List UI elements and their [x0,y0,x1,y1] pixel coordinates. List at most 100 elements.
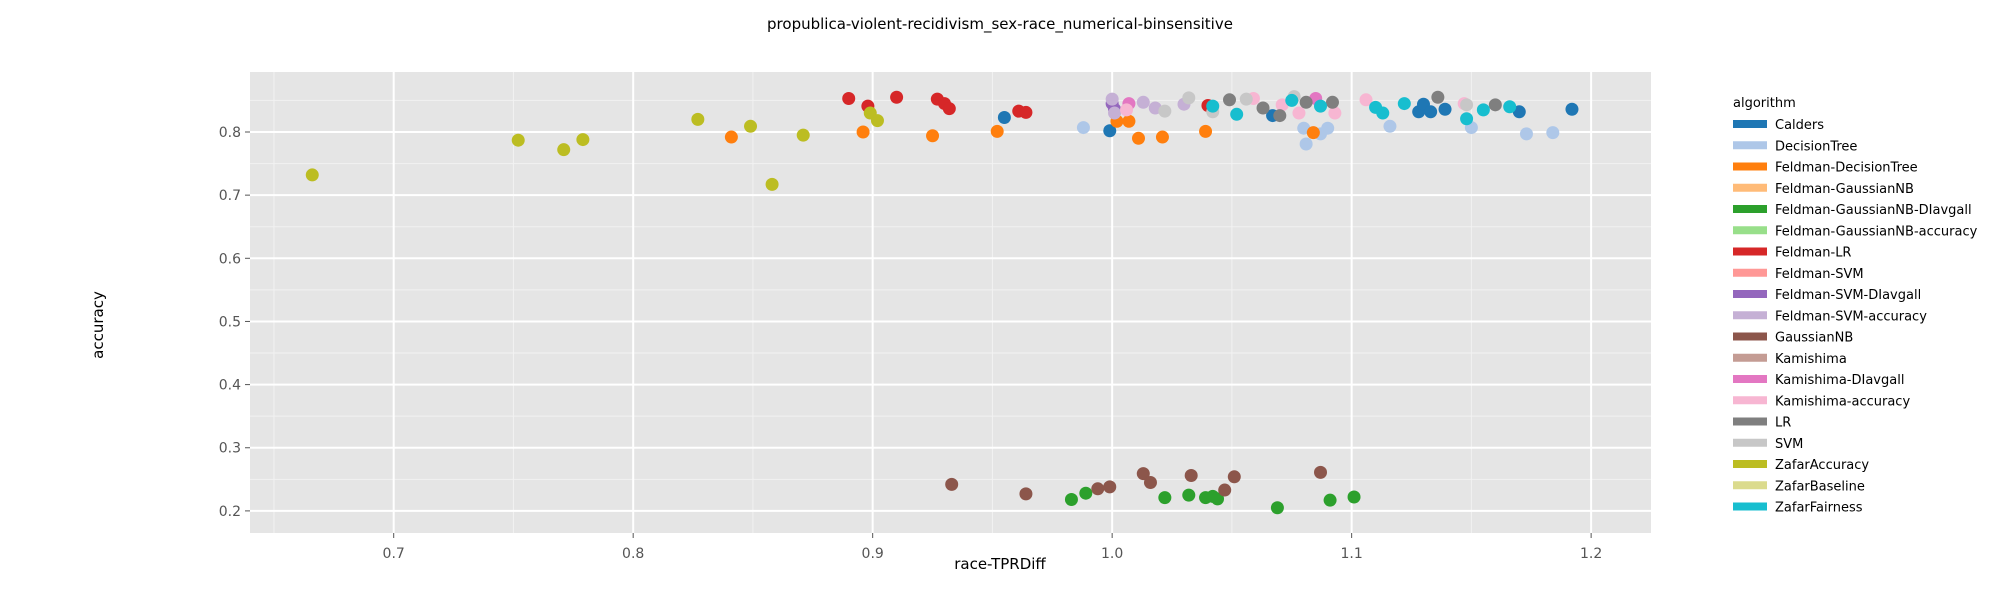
data-point [1019,487,1033,501]
data-point [1314,465,1328,479]
legend-swatch [1733,141,1767,150]
data-point [1519,127,1533,141]
data-point [576,133,590,147]
x-tick-label: 1.2 [1580,546,1602,562]
data-point [1136,467,1150,481]
legend-label: Kamishima-accuracy [1775,394,1910,409]
legend-swatch [1733,120,1767,128]
data-point [1273,109,1287,123]
plot-area [250,72,1651,533]
legend-swatch [1733,481,1767,490]
data-point [305,168,319,182]
grid-lines [250,72,1651,533]
legend-label: GaussianNB [1775,331,1853,346]
data-point [856,125,870,139]
y-tick-label: 0.4 [219,378,241,394]
data-point [1158,491,1172,505]
data-point [1218,483,1232,497]
legend-swatch [1733,205,1767,213]
x-axis-label: race-TPRDiff [954,555,1046,573]
legend-swatch [1733,438,1767,447]
legend-swatch [1733,502,1767,511]
data-point [1184,469,1198,483]
data-point [945,477,959,491]
x-tick-label: 1.0 [1101,546,1123,562]
legend-label: Kamishima-DIavgall [1775,373,1904,388]
x-tick-label: 1.1 [1341,546,1363,562]
y-axis-label: accuracy [89,291,107,359]
series-feldman-decisiontree [724,114,1320,145]
data-point [997,110,1011,124]
legend-swatch [1733,417,1767,426]
series-feldman-gaussiannb-diavgall [1064,486,1361,515]
data-point [1325,95,1339,109]
legend-label: DecisionTree [1775,139,1857,154]
axes: 0.7 0.8 0.9 1.0 1.1 1.2 0.2 0.3 0.4 0.5 0.6 0.7 0.8 [219,125,1603,562]
data-point [1239,92,1253,106]
data-point [1306,126,1320,140]
data-point [1285,93,1299,107]
x-tick-label: 0.9 [862,546,884,562]
data-point [1103,480,1117,494]
legend-swatch [1733,460,1767,468]
data-point [1105,92,1119,106]
y-tick-label: 0.3 [219,441,241,457]
y-tick-label: 0.7 [219,188,241,204]
data-point [796,128,810,142]
legend-label: Feldman-GaussianNB-DIavgall [1775,203,1972,218]
data-point [1424,105,1438,119]
data-point [1158,104,1172,118]
series-decisiontree [1076,119,1560,151]
data-point [1182,488,1196,502]
data-point [926,129,940,143]
data-point [1064,493,1078,507]
legend-swatch [1733,268,1767,277]
data-point [1328,106,1342,120]
legend: algorithm Calders DecisionTree Feldman-Dec… [1733,96,1978,516]
data-point [1091,482,1105,496]
data-point [1431,90,1445,104]
data-point [1136,95,1150,109]
data-point [1397,97,1411,111]
data-point [1076,121,1090,135]
data-point [1103,124,1117,138]
legend-label: Feldman-SVM-DIavgall [1775,288,1921,303]
legend-swatch [1733,396,1767,405]
legend-swatch [1733,353,1767,362]
legend-label: Feldman-DecisionTree [1775,161,1918,176]
legend-swatch [1733,162,1767,171]
data-point [557,143,571,157]
legend-label: Feldman-GaussianNB [1775,182,1914,197]
data-point [1230,107,1244,121]
data-point [724,130,738,144]
data-point [1314,99,1328,113]
data-point [1223,93,1237,107]
data-point [1211,492,1225,506]
y-tick-label: 0.5 [219,314,241,330]
legend-label: Feldman-LR [1775,246,1851,261]
series-lr [1223,90,1502,123]
data-point [1359,93,1373,107]
data-point [1131,131,1145,145]
legend-swatch [1733,226,1767,235]
data-point [1120,103,1134,117]
data-point [1108,106,1122,120]
data-point [1438,102,1452,116]
data-point [1546,126,1560,140]
y-tick-label: 0.6 [219,251,241,267]
data-point [1299,95,1313,109]
data-point [1292,106,1306,120]
legend-title: algorithm [1733,96,1796,111]
legend-label: Feldman-GaussianNB-accuracy [1775,224,1978,239]
data-point [765,177,779,191]
data-point [1256,101,1270,115]
y-tick-label: 0.8 [219,125,241,141]
data-point [1488,98,1502,112]
data-point [1321,121,1335,135]
data-point [1155,130,1169,144]
data-point [1323,493,1337,507]
data-point [1503,100,1517,114]
legend-swatch [1733,183,1767,192]
data-point [511,133,525,147]
